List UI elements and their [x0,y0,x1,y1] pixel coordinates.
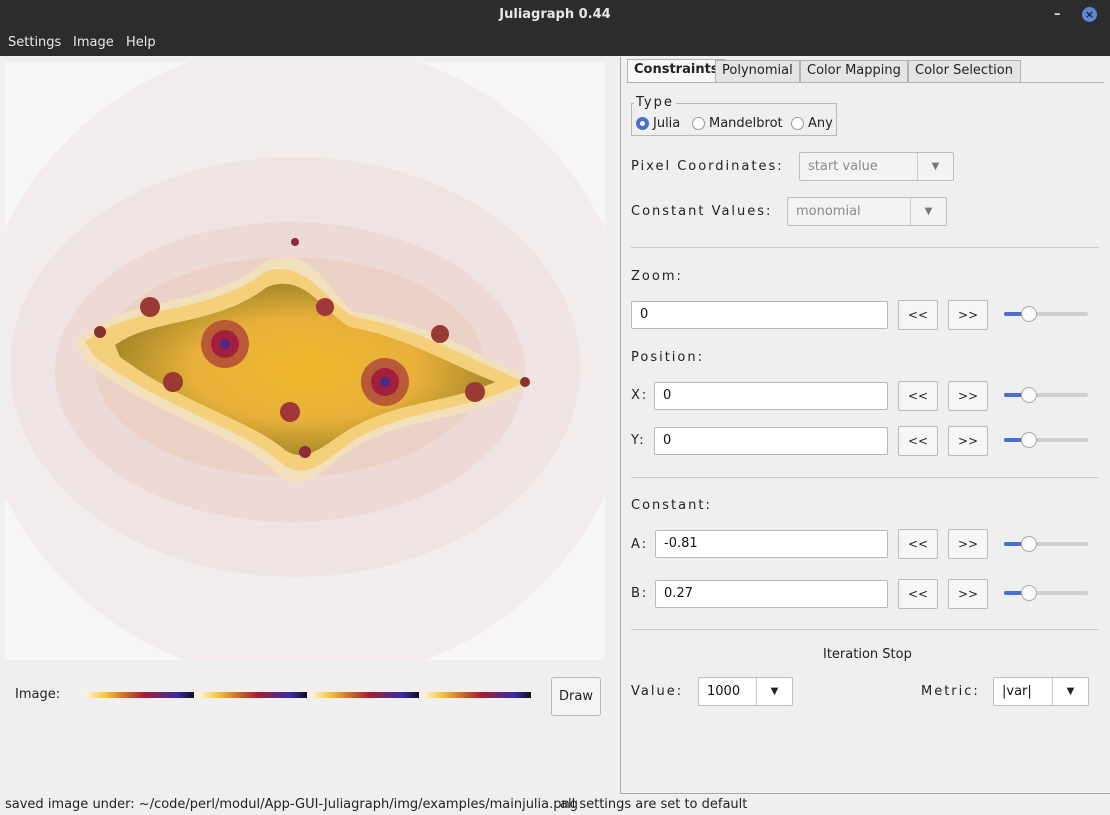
constant-b-decrease-button[interactable]: << [898,579,938,609]
image-label: Image: [15,687,61,702]
chevron-down-icon: ▼ [917,153,953,180]
zoom-input[interactable]: 0 [631,301,888,329]
separator [631,629,1099,630]
radio-any-label[interactable]: Any [808,116,833,131]
constant-values-label: Constant Values: [631,204,773,219]
chevron-down-icon: ▼ [910,198,946,225]
metric-value: |var| [1002,684,1032,699]
color-gradient-3[interactable] [311,692,419,698]
type-label: Type [634,95,676,110]
constant-a-label: A: [631,537,649,552]
menu-help[interactable]: Help [126,35,156,50]
constant-b-label: B: [631,586,649,601]
chevron-down-icon: ▼ [1052,678,1088,705]
position-x-input[interactable]: 0 [654,382,888,410]
radio-mandelbrot-label[interactable]: Mandelbrot [709,116,783,131]
constant-a-slider[interactable] [1004,534,1088,554]
separator [631,247,1099,248]
position-x-label: X: [631,388,649,403]
iteration-value-select[interactable]: 1000 ▼ [698,677,793,706]
radio-any[interactable] [791,117,804,130]
zoom-label: Zoom: [631,269,683,284]
draw-button[interactable]: Draw [551,677,601,716]
radio-julia[interactable] [636,117,649,130]
tab-constraints[interactable]: Constraints [627,59,726,82]
position-label: Position: [631,350,704,365]
menu-bar: Settings Image Help [0,30,1110,56]
color-gradient-1[interactable] [86,692,194,698]
separator [631,477,1099,478]
metric-label: Metric: [921,684,980,699]
position-x-increase-button[interactable]: >> [948,381,988,411]
title-bar: Juliagraph 0.44 [0,0,1110,30]
constant-values-value: monomial [796,204,861,219]
close-icon[interactable]: × [1082,7,1097,22]
constant-label: Constant: [631,498,712,513]
tab-divider [626,82,1104,83]
radio-julia-label[interactable]: Julia [653,116,681,131]
constant-a-input[interactable]: -0.81 [655,530,888,558]
position-x-decrease-button[interactable]: << [898,381,938,411]
status-message: saved image under: ~/code/perl/modul/App… [5,797,578,812]
color-gradient-2[interactable] [199,692,307,698]
zoom-decrease-button[interactable]: << [898,300,938,330]
metric-select[interactable]: |var| ▼ [993,677,1089,706]
minimize-icon[interactable]: – [1054,7,1061,22]
zoom-slider[interactable] [1004,304,1088,324]
settings-panel [620,57,1110,794]
window-title: Juliagraph 0.44 [499,7,611,22]
menu-image[interactable]: Image [73,35,114,50]
fractal-canvas[interactable] [5,62,605,660]
chevron-down-icon: ▼ [756,678,792,705]
pixel-coordinates-value: start value [808,159,878,174]
position-y-label: Y: [631,433,646,448]
position-y-increase-button[interactable]: >> [948,426,988,456]
pixel-coordinates-label: Pixel Coordinates: [631,159,784,174]
pixel-coordinates-select[interactable]: start value ▼ [799,152,954,181]
tab-color-selection[interactable]: Color Selection [908,60,1021,82]
iteration-value-label: Value: [631,684,684,699]
constant-b-increase-button[interactable]: >> [948,579,988,609]
radio-mandelbrot[interactable] [692,117,705,130]
iteration-stop-title: Iteration Stop [823,647,912,662]
constant-b-input[interactable]: 0.27 [655,580,888,608]
constant-b-slider[interactable] [1004,583,1088,603]
constant-a-increase-button[interactable]: >> [948,529,988,559]
tab-color-mapping[interactable]: Color Mapping [800,60,908,82]
zoom-increase-button[interactable]: >> [948,300,988,330]
julia-set-image [5,62,605,660]
type-group [631,103,837,136]
constant-a-decrease-button[interactable]: << [898,529,938,559]
iteration-value: 1000 [707,684,741,699]
position-y-slider[interactable] [1004,430,1088,450]
constant-values-select[interactable]: monomial ▼ [787,197,947,226]
tab-polynomial[interactable]: Polynomial [715,60,800,82]
menu-settings[interactable]: Settings [8,35,62,50]
color-gradient-4[interactable] [423,692,531,698]
status-settings: all settings are set to default [560,797,748,812]
position-y-input[interactable]: 0 [654,427,888,455]
position-x-slider[interactable] [1004,385,1088,405]
position-y-decrease-button[interactable]: << [898,426,938,456]
